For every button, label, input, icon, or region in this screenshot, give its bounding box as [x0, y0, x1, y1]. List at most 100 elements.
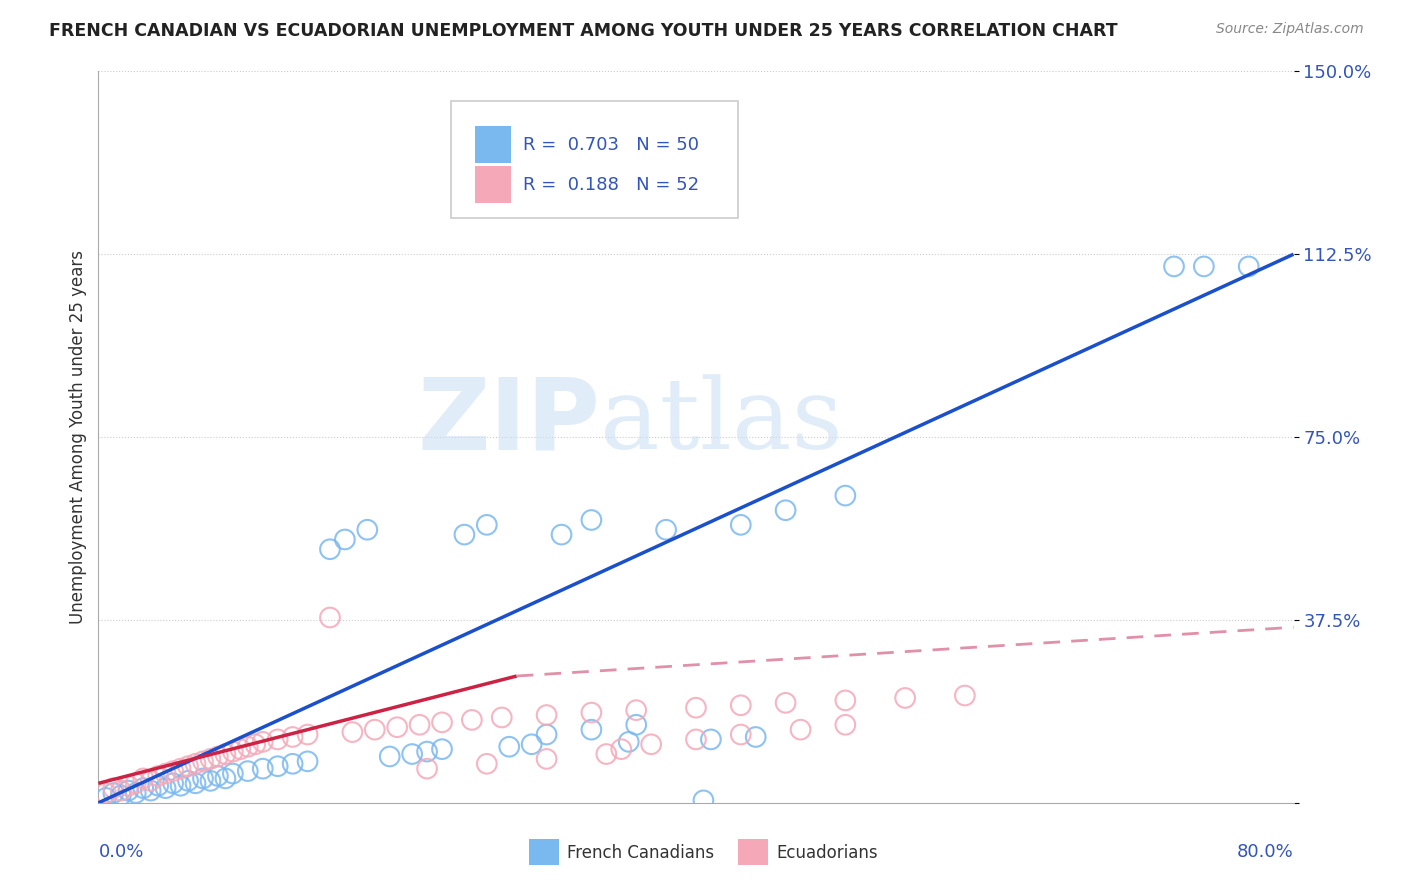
Text: Ecuadorians: Ecuadorians — [776, 844, 877, 862]
Point — [155, 766, 177, 780]
Point — [610, 742, 633, 756]
Point — [581, 723, 603, 737]
Text: French Canadians: French Canadians — [567, 844, 714, 862]
Point — [536, 708, 558, 723]
Text: Source: ZipAtlas.com: Source: ZipAtlas.com — [1216, 22, 1364, 37]
Point — [103, 786, 125, 800]
Point — [453, 527, 475, 541]
Point — [475, 756, 498, 771]
Point — [125, 786, 148, 800]
Point — [364, 723, 387, 737]
Point — [685, 732, 707, 747]
Y-axis label: Unemployment Among Youth under 25 years: Unemployment Among Youth under 25 years — [69, 250, 87, 624]
Point — [132, 781, 155, 796]
Point — [581, 706, 603, 720]
Point — [229, 742, 252, 756]
Point — [491, 710, 513, 724]
Point — [110, 783, 132, 797]
Point — [550, 527, 572, 541]
Point — [169, 779, 191, 793]
Point — [498, 739, 520, 754]
Point — [626, 718, 648, 732]
Point — [416, 745, 439, 759]
Point — [342, 725, 364, 739]
Point — [191, 755, 214, 769]
Point — [595, 747, 617, 761]
Point — [207, 769, 229, 783]
Point — [520, 737, 543, 751]
Point — [953, 689, 976, 703]
Point — [640, 737, 662, 751]
Point — [297, 727, 319, 741]
Point — [281, 756, 304, 771]
Text: ZIP: ZIP — [418, 374, 600, 471]
Point — [385, 720, 409, 734]
Point — [894, 690, 917, 705]
Point — [536, 752, 558, 766]
Point — [162, 764, 184, 778]
Point — [655, 523, 678, 537]
Point — [789, 723, 811, 737]
FancyBboxPatch shape — [738, 839, 768, 865]
Point — [475, 517, 498, 532]
Point — [297, 755, 319, 769]
Point — [692, 793, 714, 807]
Point — [207, 749, 229, 764]
Point — [184, 756, 207, 771]
Point — [536, 727, 558, 741]
Point — [103, 781, 125, 796]
Point — [416, 762, 439, 776]
Point — [775, 696, 797, 710]
Point — [117, 779, 139, 793]
Point — [94, 786, 117, 800]
Point — [139, 783, 162, 797]
Point — [834, 693, 856, 707]
Point — [236, 764, 259, 778]
Text: 80.0%: 80.0% — [1237, 843, 1294, 861]
Point — [730, 517, 752, 532]
Point — [834, 718, 856, 732]
FancyBboxPatch shape — [475, 167, 510, 203]
Point — [222, 745, 245, 759]
Point — [319, 610, 342, 624]
Text: R =  0.188   N = 52: R = 0.188 N = 52 — [523, 176, 699, 194]
Point — [117, 783, 139, 797]
Point — [730, 698, 752, 713]
Point — [834, 489, 856, 503]
Point — [148, 779, 170, 793]
Text: 0.0%: 0.0% — [98, 843, 143, 861]
Point — [110, 789, 132, 803]
Point — [245, 737, 267, 751]
Point — [177, 773, 200, 788]
Point — [430, 715, 453, 730]
Point — [1237, 260, 1260, 274]
Point — [745, 730, 768, 744]
Point — [139, 773, 162, 788]
Point — [685, 700, 707, 714]
Point — [162, 776, 184, 790]
Point — [200, 752, 222, 766]
Point — [236, 739, 259, 754]
Point — [132, 772, 155, 786]
Text: atlas: atlas — [600, 375, 844, 470]
Point — [730, 727, 752, 741]
Point — [378, 749, 401, 764]
Point — [700, 732, 723, 747]
Point — [267, 732, 290, 747]
Point — [333, 533, 356, 547]
Point — [319, 542, 342, 557]
Point — [430, 742, 453, 756]
Text: FRENCH CANADIAN VS ECUADORIAN UNEMPLOYMENT AMONG YOUTH UNDER 25 YEARS CORRELATIO: FRENCH CANADIAN VS ECUADORIAN UNEMPLOYME… — [49, 22, 1118, 40]
Point — [169, 762, 191, 776]
Point — [401, 747, 423, 761]
Point — [214, 772, 236, 786]
Point — [626, 703, 648, 717]
Point — [775, 503, 797, 517]
Point — [148, 769, 170, 783]
Point — [191, 772, 214, 786]
Text: R =  0.703   N = 50: R = 0.703 N = 50 — [523, 136, 699, 153]
FancyBboxPatch shape — [475, 126, 510, 163]
Point — [581, 513, 603, 527]
Point — [200, 773, 222, 788]
Point — [617, 735, 640, 749]
